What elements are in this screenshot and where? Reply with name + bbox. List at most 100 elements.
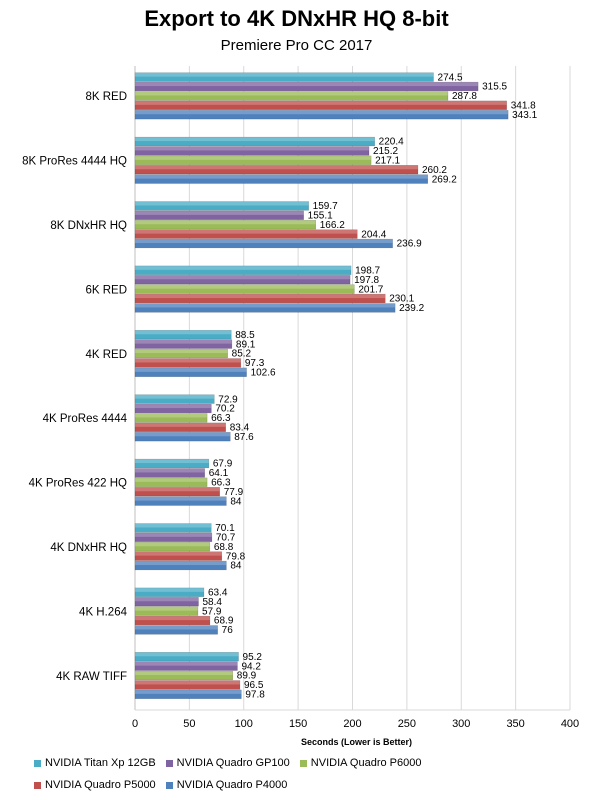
legend-swatch (165, 759, 173, 767)
bar-highlight (135, 110, 509, 115)
data-label: 63.4 (208, 588, 228, 599)
legend-swatch (34, 781, 41, 789)
legend-swatch (34, 759, 41, 767)
bar-highlight (135, 652, 239, 657)
legend-item-p4000: NVIDIA Quadro P4000 (165, 779, 288, 791)
data-label: 64.1 (209, 468, 229, 479)
data-label: 239.2 (399, 303, 424, 314)
legend-label: NVIDIA Quadro GP100 (176, 757, 290, 769)
data-label: 89.9 (237, 671, 257, 682)
bar-highlight (135, 597, 199, 602)
data-label: 96.5 (244, 680, 264, 691)
bar-highlight (135, 137, 375, 142)
category-label: 8K RED (85, 91, 127, 103)
bar (134, 394, 215, 404)
legend-label: NVIDIA Quadro P4000 (176, 779, 288, 791)
bar-highlight (135, 220, 316, 225)
bar-highlight (135, 587, 204, 592)
bar (134, 210, 304, 220)
data-label: 70.1 (215, 523, 235, 534)
bar (134, 542, 211, 552)
bar (134, 238, 393, 249)
data-label: 84 (230, 496, 242, 507)
data-label: 217.1 (375, 156, 400, 167)
x-axis-label: Seconds (Lower is Better) (300, 737, 413, 747)
bar (134, 487, 220, 497)
bar (134, 358, 242, 368)
data-label: 68.8 (214, 542, 234, 553)
data-label: 83.4 (230, 423, 250, 434)
data-label: 76 (222, 625, 234, 636)
bar-highlight (135, 174, 428, 179)
data-label: 220.4 (379, 137, 404, 148)
bar (134, 652, 239, 662)
data-label: 197.8 (354, 275, 379, 286)
x-tick-label: 200 (343, 718, 361, 730)
category-label: 4K ProRes 4444 (43, 413, 128, 425)
legend-item-p6000: NVIDIA Quadro P6000 (299, 757, 421, 769)
category-label: 4K RED (85, 349, 127, 361)
bar-highlight (135, 404, 212, 409)
category-label: 8K ProRes 4444 HQ (22, 156, 127, 168)
legend-item-gp100: NVIDIA Quadro GP100 (165, 757, 290, 769)
bar (134, 174, 429, 184)
category-label: 4K H.264 (79, 606, 128, 618)
bar-highlight (135, 165, 418, 170)
category-label: 6K RED (85, 284, 127, 296)
bar-highlight (135, 413, 208, 418)
bar (134, 432, 231, 442)
bar-highlight (135, 275, 351, 280)
data-label: 343.1 (512, 110, 537, 121)
bar (134, 229, 358, 239)
bar-highlight (135, 146, 370, 151)
bar (134, 136, 375, 147)
data-label: 198.7 (355, 266, 380, 277)
bar-highlight (135, 155, 372, 160)
bar (134, 532, 213, 542)
chart-title: Export to 4K DNxHR HQ 8-bit (144, 6, 449, 31)
data-label: 57.9 (202, 606, 222, 617)
data-label: 66.3 (211, 478, 231, 489)
bar (134, 275, 351, 285)
x-tick-label: 400 (561, 718, 579, 730)
bar-highlight (135, 265, 352, 270)
bar-highlight (135, 432, 231, 437)
x-tick-label: 250 (398, 718, 416, 730)
data-label: 97.3 (245, 358, 265, 369)
bar (134, 265, 352, 275)
legend-swatch (165, 781, 173, 789)
bar-highlight (135, 284, 355, 289)
bar (134, 303, 396, 313)
bar (134, 477, 208, 487)
bar (134, 348, 228, 359)
data-label: 269.2 (432, 174, 457, 185)
bar-highlight (135, 201, 309, 206)
bar-highlight (135, 606, 198, 611)
data-label: 70.2 (215, 404, 235, 415)
bar-highlight (135, 339, 232, 344)
bar-highlight (135, 210, 304, 215)
x-tick-label: 150 (289, 718, 307, 730)
bar-highlight (135, 358, 241, 363)
chart-subtitle: Premiere Pro CC 2017 (220, 37, 373, 54)
data-label: 166.2 (320, 220, 345, 231)
bar (134, 146, 370, 156)
data-label: 102.6 (251, 368, 276, 379)
data-label: 66.3 (211, 413, 231, 424)
legend-row-1: NVIDIA Titan Xp 12GB NVIDIA Quadro GP100… (34, 752, 534, 774)
category-label: 4K RAW TIFF (56, 671, 127, 683)
bar (134, 606, 199, 616)
data-label: 95.2 (243, 652, 263, 663)
data-label: 341.8 (511, 101, 536, 112)
category-label: 8K DNxHR HQ (50, 220, 127, 232)
bar (134, 413, 208, 423)
x-tick-label: 50 (183, 718, 195, 730)
bar-highlight (135, 459, 209, 464)
category-labels: 8K RED 8K ProRes 4444 HQ 8K DNxHR HQ 6K RED… (22, 91, 127, 683)
bar (134, 680, 241, 690)
bar-highlight (135, 532, 212, 537)
bar (134, 661, 238, 671)
bar (134, 339, 233, 349)
bar-highlight (135, 625, 218, 630)
bar (134, 110, 509, 120)
